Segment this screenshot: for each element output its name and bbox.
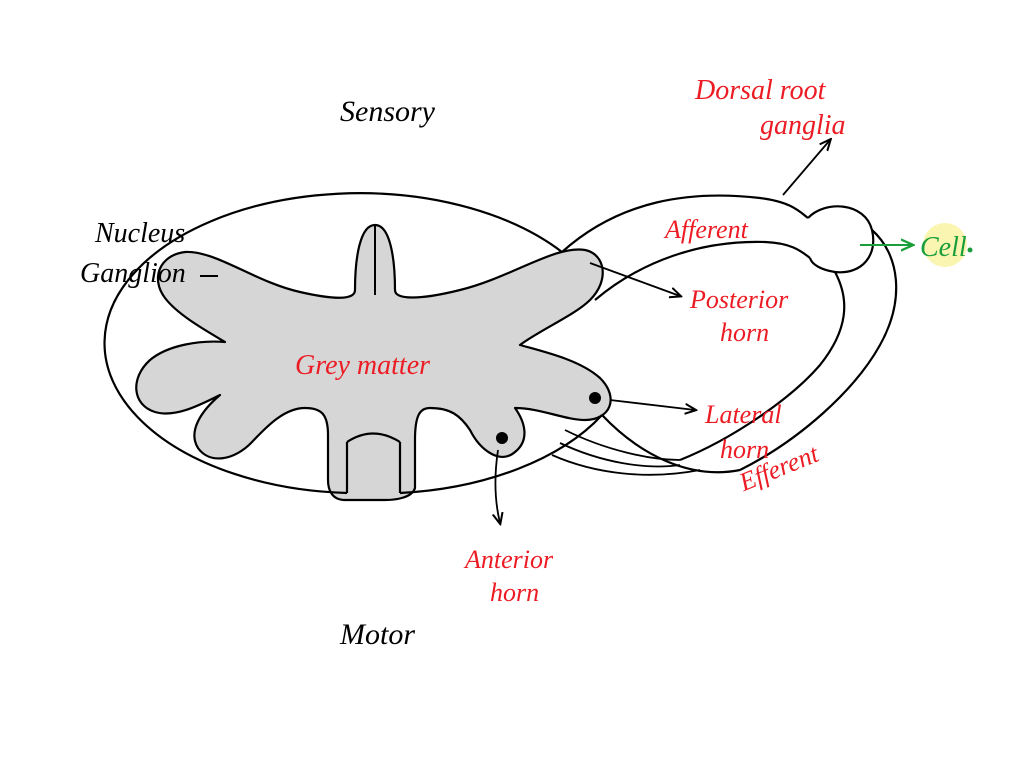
diagram-canvas: Sensory Nucleus Ganglion Motor Dorsal ro… (0, 0, 1024, 768)
cell-dot (968, 248, 973, 253)
label-grey-matter: Grey matter (295, 350, 430, 382)
label-anterior: Anterior (465, 545, 553, 575)
label-ganglion: Ganglion (80, 258, 186, 290)
label-cell: Cell (920, 232, 967, 264)
label-sensory: Sensory (340, 95, 435, 129)
lateral-horn-dot (589, 392, 601, 404)
ventral-root-fiber-2 (560, 443, 680, 466)
label-posterior: Posterior (690, 285, 788, 315)
label-afferent: Afferent (665, 215, 748, 245)
label-motor: Motor (340, 618, 415, 652)
label-posterior-horn: horn (720, 318, 769, 348)
dorsal-root-ganglion (808, 206, 873, 272)
label-lateral: Lateral (705, 400, 782, 430)
label-dorsal-ganglia: ganglia (760, 110, 846, 142)
label-nucleus: Nucleus (95, 218, 185, 250)
arrow-to-posterior-horn (590, 263, 680, 296)
diagram-svg (0, 0, 1024, 768)
label-anterior-horn: horn (490, 578, 539, 608)
arrow-to-lateral-horn (610, 400, 695, 410)
anterior-horn-dot (496, 432, 508, 444)
arrow-to-dorsal-ganglia (783, 140, 830, 195)
label-dorsal-root: Dorsal root (695, 75, 825, 107)
arrow-to-anterior-horn (495, 450, 500, 523)
